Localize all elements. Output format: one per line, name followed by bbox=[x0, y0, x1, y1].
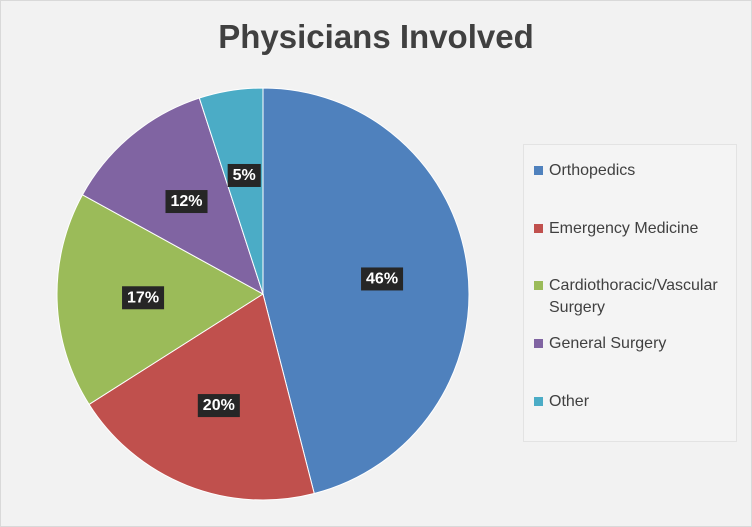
legend-swatch-other bbox=[534, 397, 543, 406]
data-label-other: 5% bbox=[227, 163, 261, 187]
legend-swatch-general-surgery bbox=[534, 339, 543, 348]
pie-slice-other bbox=[198, 87, 264, 295]
data-label-box bbox=[165, 190, 208, 214]
data-label-text: 5% bbox=[233, 167, 256, 184]
legend: Orthopedics Emergency Medicine Cardiotho… bbox=[523, 144, 737, 442]
data-label-text: 12% bbox=[170, 193, 202, 210]
legend-swatch-cardiothoracic-vascular-surgery bbox=[534, 281, 543, 290]
data-label-text: 46% bbox=[366, 270, 398, 287]
data-label-box bbox=[122, 286, 165, 310]
data-label-box bbox=[361, 267, 404, 291]
legend-label-emergency-medicine: Emergency Medicine bbox=[549, 220, 699, 237]
data-label-emergency-medicine: 20% bbox=[197, 394, 240, 418]
legend-item-cardiothoracic-vascular-surgery: Cardiothoracic/Vascular Surgery bbox=[534, 275, 729, 319]
legend-item-orthopedics: Orthopedics bbox=[534, 160, 729, 182]
data-label-box bbox=[197, 394, 240, 418]
data-label-box bbox=[227, 163, 261, 187]
data-label-text: 17% bbox=[127, 289, 159, 306]
legend-item-emergency-medicine: Emergency Medicine bbox=[534, 218, 729, 240]
legend-label-general-surgery: General Surgery bbox=[549, 335, 667, 352]
legend-label-cardiothoracic-vascular-surgery: Cardiothoracic/Vascular Surgery bbox=[549, 277, 718, 316]
legend-item-other: Other bbox=[534, 391, 729, 413]
chart-title: Physicians Involved bbox=[218, 18, 534, 55]
legend-label-orthopedics: Orthopedics bbox=[549, 162, 636, 179]
data-label-cardiothoracic-vascular-surgery: 17% bbox=[122, 286, 165, 310]
data-label-text: 20% bbox=[203, 397, 235, 414]
legend-item-general-surgery: General Surgery bbox=[534, 333, 729, 355]
legend-label-other: Other bbox=[549, 393, 590, 410]
pie-slice-orthopedics bbox=[262, 87, 470, 495]
data-label-general-surgery: 12% bbox=[165, 190, 208, 214]
legend-swatch-emergency-medicine bbox=[534, 224, 543, 233]
legend-swatch-orthopedics bbox=[534, 166, 543, 175]
data-label-orthopedics: 46% bbox=[361, 267, 404, 291]
